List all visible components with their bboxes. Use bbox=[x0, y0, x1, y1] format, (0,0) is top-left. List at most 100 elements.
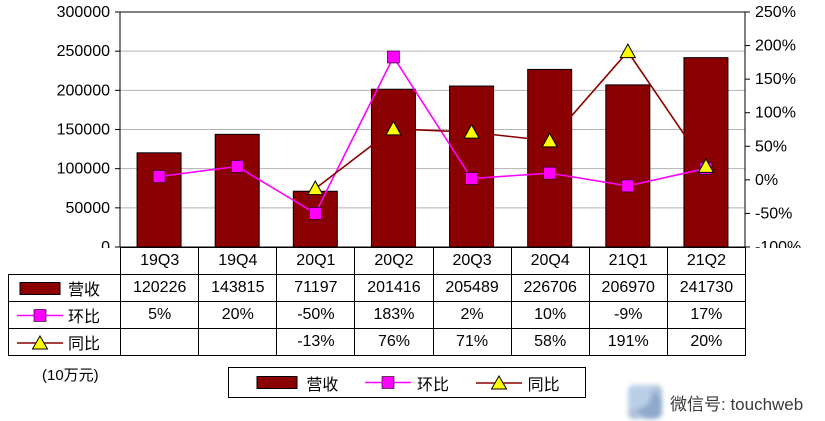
yoy-marker-triangle bbox=[697, 157, 715, 173]
table-cell: 20% bbox=[666, 328, 747, 356]
left-axis-label: 250000 bbox=[57, 43, 110, 60]
table-cell: 71% bbox=[432, 328, 512, 356]
right-axis-label: 50% bbox=[755, 138, 787, 155]
unit-label: (10万元) bbox=[42, 367, 99, 384]
table-corner bbox=[9, 248, 121, 275]
right-axis-label: 150% bbox=[755, 71, 796, 88]
series-label: 同比 bbox=[68, 336, 101, 353]
table-cell: 241730 bbox=[666, 274, 747, 302]
table-cell: 71197 bbox=[276, 274, 356, 302]
table-cell: 191% bbox=[588, 328, 668, 356]
table-cell: 201416 bbox=[354, 274, 434, 302]
table-cell: 20% bbox=[198, 301, 278, 329]
yoy-marker-triangle bbox=[385, 120, 402, 136]
yoy-line bbox=[314, 50, 707, 190]
table-cell: -50% bbox=[276, 301, 356, 329]
revenue-bar bbox=[527, 68, 573, 248]
left-axis-label: 100000 bbox=[57, 161, 110, 178]
table-cell: 206970 bbox=[588, 274, 668, 302]
table-row-label: 营收 bbox=[7, 274, 122, 302]
chart-data-table: 19Q3 19Q4 20Q1 20Q2 20Q3 20Q4 21Q1 21Q2 营收 120226… bbox=[7, 247, 747, 356]
table-cell: 183% bbox=[354, 301, 434, 329]
table-cell: 205489 bbox=[432, 274, 512, 302]
table-header-cell: 20Q4 bbox=[510, 247, 590, 275]
yoy-line-marker-icon bbox=[475, 374, 522, 390]
legend-label: 同比 bbox=[527, 376, 560, 394]
revenue-bar bbox=[136, 152, 182, 248]
table-header-cell: 20Q3 bbox=[432, 247, 512, 275]
table-row: 环比 5% 20% -50% 183% 2% 10% -9% 17% bbox=[7, 301, 747, 329]
table-cell: -13% bbox=[276, 328, 356, 356]
table-row-label: 同比 bbox=[7, 328, 122, 356]
right-axis-label: 250% bbox=[755, 4, 796, 21]
table-cell: 17% bbox=[666, 301, 747, 329]
revenue-bar-swatch-icon bbox=[19, 281, 61, 295]
qoq-marker-square bbox=[387, 50, 400, 64]
table-row-label: 环比 bbox=[7, 301, 122, 329]
qoq-marker-square bbox=[309, 207, 322, 220]
table-cell: 226706 bbox=[510, 274, 590, 302]
qoq-marker-square bbox=[543, 166, 556, 180]
left-axis-label: 50000 bbox=[66, 200, 111, 217]
qoq-marker-square bbox=[152, 170, 166, 183]
right-axis-label: -100% bbox=[755, 239, 801, 248]
table-cell: 76% bbox=[354, 328, 434, 356]
left-axis-label: 150000 bbox=[57, 122, 110, 139]
qoq-marker-square bbox=[230, 160, 244, 173]
table-row: 同比 -13% 76% 71% 58% 191% 20% bbox=[7, 328, 747, 356]
right-axis-label: 200% bbox=[755, 38, 796, 55]
table-row: 营收 120226 143815 71197 201416 205489 226706 206… bbox=[7, 274, 747, 302]
left-axis-label: 300000 bbox=[57, 4, 110, 21]
table-header-cell: 19Q4 bbox=[198, 247, 278, 275]
revenue-bar bbox=[683, 57, 729, 248]
right-axis-label: 100% bbox=[755, 105, 796, 122]
left-axis-label: 200000 bbox=[57, 82, 110, 99]
legend-label: 环比 bbox=[416, 376, 449, 394]
revenue-bar-swatch-icon bbox=[256, 376, 298, 389]
yoy-marker-triangle bbox=[541, 132, 559, 148]
watermark: 微信号: touchweb bbox=[628, 385, 803, 419]
right-axis-label: 0% bbox=[755, 172, 778, 189]
left-axis-label: 0 bbox=[101, 239, 110, 248]
revenue-bar bbox=[605, 84, 651, 248]
watermark-text: 微信号: touchweb bbox=[670, 394, 804, 414]
chart-legend: 营收 环比 同比 bbox=[228, 367, 586, 398]
table-cell: 10% bbox=[510, 301, 590, 329]
table-cell: 2% bbox=[432, 301, 512, 329]
qoq-marker-square bbox=[621, 179, 635, 193]
right-axis-label: -50% bbox=[755, 205, 792, 222]
table-cell bbox=[198, 328, 278, 356]
table-header-row: 19Q3 19Q4 20Q1 20Q2 20Q3 20Q4 21Q1 21Q2 bbox=[9, 247, 747, 275]
legend-label: 营收 bbox=[306, 376, 339, 394]
yoy-line-marker-icon bbox=[17, 334, 63, 349]
blurred-logo-icon bbox=[628, 385, 662, 419]
table-header-cell: 21Q2 bbox=[666, 247, 747, 275]
revenue-bar bbox=[214, 133, 260, 248]
table-header-cell: 20Q1 bbox=[276, 247, 356, 275]
table-header-cell: 20Q2 bbox=[354, 247, 434, 275]
series-label: 环比 bbox=[68, 309, 101, 326]
qoq-line bbox=[158, 55, 707, 215]
table-cell: -9% bbox=[588, 301, 668, 329]
yoy-marker-triangle bbox=[619, 43, 637, 59]
qoq-line-marker-icon bbox=[364, 376, 411, 389]
yoy-marker-triangle bbox=[463, 123, 480, 139]
legend-item: 环比 bbox=[364, 371, 449, 395]
table-cell bbox=[120, 328, 200, 356]
combo-chart: 0 50000 100000 150000 200000 250000 300000 -100… bbox=[57, 4, 802, 248]
table-cell: 120226 bbox=[120, 274, 200, 302]
table-header-cell: 21Q1 bbox=[588, 247, 668, 275]
legend-item: 同比 bbox=[475, 371, 560, 395]
table-cell: 143815 bbox=[198, 274, 278, 302]
legend-item: 营收 bbox=[254, 371, 338, 395]
revenue-bar bbox=[449, 85, 495, 248]
qoq-line-marker-icon bbox=[17, 308, 63, 322]
table-header-cell: 19Q3 bbox=[120, 247, 200, 275]
table-cell: 5% bbox=[120, 301, 200, 329]
table-cell: 58% bbox=[510, 328, 590, 356]
qoq-marker-square bbox=[465, 172, 478, 185]
yoy-marker-triangle bbox=[306, 180, 324, 196]
revenue-bar bbox=[370, 88, 416, 248]
series-label: 营收 bbox=[68, 282, 101, 299]
